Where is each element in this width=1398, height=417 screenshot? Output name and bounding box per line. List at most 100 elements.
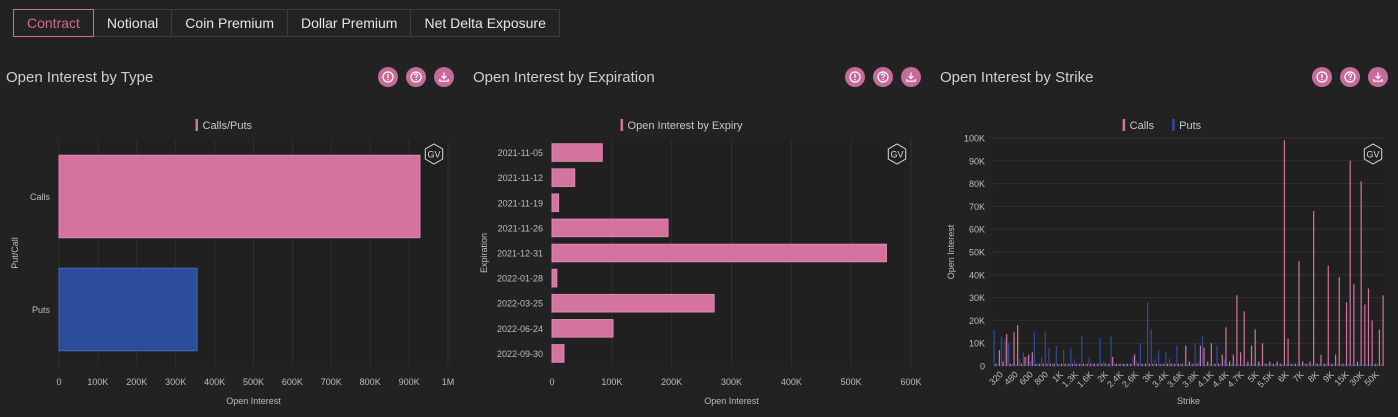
bar-puts	[1198, 361, 1200, 366]
bar-calls	[1141, 363, 1143, 366]
bar-calls	[58, 154, 421, 239]
bar-calls	[1367, 288, 1370, 366]
bar-calls	[1090, 363, 1092, 366]
bar-calls	[1349, 160, 1351, 366]
tab-notional[interactable]: Notional	[93, 9, 173, 37]
bar-puts	[1260, 363, 1262, 366]
bar-calls	[1258, 361, 1260, 366]
bar-calls	[1101, 363, 1103, 366]
bar-puts	[1114, 363, 1116, 366]
bar-puts	[1315, 363, 1317, 366]
legend-label: Puts	[1179, 120, 1202, 132]
panel-open-interest-by-expiration: Open Interest by Expiration 0 100K 200K 300…	[473, 60, 933, 417]
help-icon[interactable]	[1340, 67, 1360, 87]
tab-net-delta-exposure[interactable]: Net Delta Exposure	[411, 9, 560, 37]
y-tick-label: 2021-11-26	[498, 223, 543, 233]
bar-puts	[1136, 361, 1138, 366]
x-tick-label: 0	[549, 377, 554, 387]
x-tick-label: 300K	[165, 377, 186, 387]
bar-puts	[1132, 356, 1134, 366]
tab-dollar-premium[interactable]: Dollar Premium	[288, 9, 412, 37]
bar-puts	[1278, 363, 1280, 366]
bar-calls	[1152, 363, 1154, 366]
bar-puts	[1234, 363, 1236, 366]
bar-puts	[1242, 363, 1244, 366]
bar-calls	[1159, 363, 1161, 366]
y-tick-label: 2021-12-31	[497, 249, 543, 259]
bar-calls	[1294, 363, 1296, 366]
y-tick-label: 70K	[969, 202, 985, 212]
tab-coin-premium[interactable]: Coin Premium	[172, 9, 288, 37]
bar-puts	[1227, 363, 1229, 366]
bar-expiry-2021-11-26	[551, 218, 669, 238]
bar-puts	[1311, 363, 1313, 366]
bar-calls	[1324, 363, 1326, 366]
bar-expiry-2021-11-12	[551, 168, 576, 187]
bar-expiry-2022-06-24	[551, 319, 614, 338]
tab-contract[interactable]: Contract	[13, 9, 94, 37]
download-icon[interactable]	[434, 67, 454, 87]
bar-puts	[1366, 363, 1368, 366]
bar-calls	[1163, 363, 1165, 366]
bar-puts	[1070, 347, 1072, 366]
bar-puts	[1128, 363, 1130, 366]
bar-calls	[1280, 363, 1282, 366]
info-icon[interactable]	[378, 67, 398, 87]
bar-calls	[1060, 363, 1063, 366]
y-tick-label: Puts	[32, 305, 51, 315]
bar-calls	[1093, 363, 1096, 366]
bar-calls	[1115, 363, 1117, 366]
info-icon[interactable]	[845, 67, 865, 87]
y-tick-label: 60K	[969, 225, 985, 235]
y-tick-label: 2021-11-12	[498, 173, 543, 183]
panel-actions-type	[378, 67, 454, 87]
bar-puts	[1274, 363, 1277, 366]
bar-puts	[1176, 345, 1178, 366]
bar-calls	[1123, 363, 1125, 366]
x-tick-label: 600K	[282, 377, 303, 387]
bar-puts	[997, 363, 999, 366]
bar-puts	[1285, 363, 1288, 366]
bar-expiry-2022-01-28	[551, 268, 558, 288]
bar-calls	[1305, 363, 1307, 366]
bar-puts	[1037, 363, 1039, 366]
bar-calls	[1009, 363, 1011, 366]
info-icon[interactable]	[1312, 67, 1332, 87]
panel-open-interest-by-type: Open Interest by Type 0 100K 200K 300K 400K 5…	[6, 60, 466, 417]
x-tick-label: 400K	[781, 377, 802, 387]
x-tick-label: 50K	[1362, 369, 1380, 387]
bar-calls	[1028, 354, 1030, 366]
bar-puts	[1326, 363, 1328, 366]
bar-calls	[1024, 356, 1026, 366]
help-icon[interactable]	[873, 67, 893, 87]
x-tick-label: 200K	[661, 377, 682, 387]
bar-puts	[1209, 363, 1211, 366]
download-icon[interactable]	[1368, 67, 1388, 87]
bar-puts	[1077, 363, 1079, 366]
bar-calls	[1079, 363, 1081, 366]
bar-puts	[1190, 363, 1193, 366]
x-tick-label: 800K	[360, 377, 381, 387]
y-tick-label: 40K	[969, 270, 985, 280]
bar-calls	[1291, 363, 1293, 366]
help-icon[interactable]	[406, 67, 426, 87]
bar-puts	[1150, 329, 1152, 366]
panel-open-interest-by-strike: Open Interest by Strike 0 10K 20K 30K 40K 50K…	[940, 60, 1395, 417]
y-tick-label: 0	[980, 362, 985, 372]
bar-puts	[1216, 345, 1218, 366]
bar-calls	[1298, 261, 1300, 366]
x-tick-label: 800	[1032, 369, 1050, 387]
bar-puts	[1318, 363, 1320, 366]
x-axis-label: Open Interest	[704, 396, 759, 406]
bar-calls	[1265, 363, 1267, 366]
download-icon[interactable]	[901, 67, 921, 87]
y-tick-label: 2022-01-28	[497, 274, 543, 284]
bar-calls	[1174, 363, 1176, 366]
bar-puts	[1256, 363, 1258, 366]
panel-actions-strike	[1312, 67, 1388, 87]
watermark-text: GV	[890, 150, 903, 160]
bar-puts	[1267, 363, 1269, 366]
bar-puts	[1088, 356, 1090, 366]
bar-puts	[1296, 363, 1299, 366]
bar-puts	[1015, 363, 1017, 366]
